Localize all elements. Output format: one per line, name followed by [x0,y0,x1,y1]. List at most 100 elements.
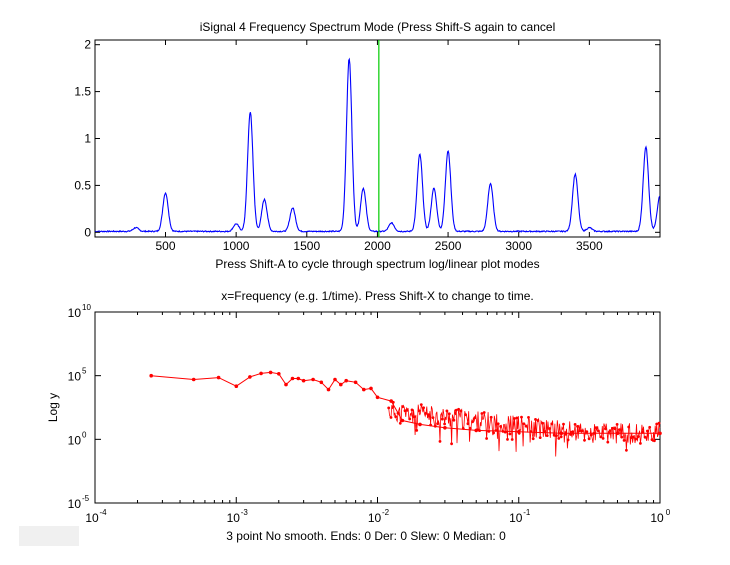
band-point [452,418,456,422]
band-point [489,415,493,419]
data-point [559,431,564,436]
band-point [639,442,642,445]
band-point [524,424,528,428]
band-point [447,412,451,416]
log-spectrum-panel: 10 -4 10 -3 10 -2 10 -1 10 010 -510 010 510 10x=Frequ… [46,289,671,525]
y-tick-label: 1 [84,132,91,146]
band-point [510,438,514,441]
data-point [326,387,331,392]
band-point [412,415,416,419]
x-tick-label: 2000 [364,239,391,253]
data-point [339,382,343,387]
data-point [277,372,281,376]
x-tick-label: 10 [368,511,382,525]
band-point [499,425,502,428]
band-point [653,439,656,443]
band-point [580,429,584,433]
y-tick-exponent: 5 [82,367,87,376]
band-point [403,409,407,413]
band-point [389,416,393,419]
y-tick-label: 2 [84,38,91,52]
band-point [562,422,565,426]
band-point [625,448,628,452]
band-point [398,421,402,425]
plot-box [94,311,661,504]
band-point [597,429,600,433]
x-tick-label: 10 [227,511,241,525]
band-point [410,408,414,412]
band-point [454,408,458,412]
data-point [301,378,306,383]
data-point [333,377,337,382]
band-point [492,431,495,435]
band-point [387,406,391,410]
chart-title: iSignal 4 Frequency Spectrum Mode (Press… [200,20,556,34]
band-point [415,429,419,432]
band-point [443,422,446,426]
band-point [627,425,631,429]
band-point [620,435,624,439]
band-point [585,430,589,433]
band-point [508,432,512,436]
band-point [566,438,570,442]
band-point [636,435,640,438]
x-tick-label: 1000 [223,239,250,253]
band-point [408,417,412,421]
band-point [531,437,535,441]
data-point [517,429,521,434]
band-point [555,434,558,437]
band-point [401,405,405,409]
band-point [457,407,460,411]
band-point [527,416,530,419]
band-point [548,427,551,430]
band-point [604,427,607,431]
band-point [464,413,467,417]
data-point [400,418,405,423]
band-point [557,437,561,440]
band-point [438,440,442,443]
x-tick-label: 3000 [505,239,532,253]
data-point [191,377,196,382]
band-point [583,438,586,442]
band-point [417,409,421,413]
band-point [450,442,453,446]
band-point [459,409,463,413]
y-tick-exponent: 10 [82,303,91,312]
band-point [632,435,635,439]
data-point [259,371,263,376]
band-point [466,422,470,426]
band-point [436,422,439,426]
y-tick-label: 10 [68,370,82,384]
band-point [431,416,435,419]
x-tick-exponent: -3 [241,508,249,517]
y-tick-label: 0 [84,225,91,239]
plot-box [94,39,661,238]
blank-panel [19,526,79,546]
spectrum-panel: 500 1000 1500 2000 2500 3000 3500 0 0.5 1 1.5 2 iSig… [74,20,661,271]
band-point [606,440,610,444]
data-point [375,395,380,400]
data-point [474,428,479,433]
data-point [353,380,358,385]
data-point [268,370,273,375]
band-point [550,422,554,426]
band-point [608,429,612,432]
spectrum-line [94,57,661,233]
band-point [646,429,649,433]
band-point [445,409,449,413]
band-point [394,415,398,419]
x-tick-exponent: 0 [666,508,671,517]
y-tick-label: 10 [68,306,82,320]
band-point [522,422,526,426]
data-point [369,386,373,391]
band-point [571,430,575,433]
band-point [440,417,444,421]
y-tick-label: 1.5 [74,85,91,99]
y-tick-label: 10 [68,497,82,511]
band-point [629,436,633,439]
band-point [634,437,638,441]
x-tick-label: 3500 [576,239,603,253]
band-point [615,423,619,426]
x-axis-label: Press Shift-A to cycle through spectrum … [215,257,539,271]
band-point [578,429,582,433]
